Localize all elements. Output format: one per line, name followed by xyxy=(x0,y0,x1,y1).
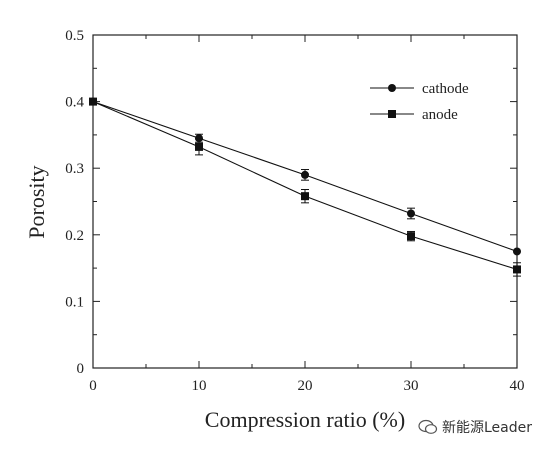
data-point-cathode xyxy=(301,170,309,179)
data-point-cathode xyxy=(195,134,203,143)
series-line-anode xyxy=(92,101,518,270)
legend-marker-anode xyxy=(388,110,396,118)
wechat-icon xyxy=(418,419,438,434)
y-tick-label: 0.5 xyxy=(65,28,84,44)
x-tick-label: 30 xyxy=(404,378,419,394)
x-axis-label: Compression ratio (%) xyxy=(205,407,405,432)
legend: cathode anode xyxy=(370,81,469,123)
data-point-anode xyxy=(195,142,203,151)
data-point-anode xyxy=(407,232,415,241)
x-tick-label: 10 xyxy=(192,378,207,394)
axis-ticks xyxy=(92,34,518,369)
legend-label-anode: anode xyxy=(422,107,458,123)
x-tick-label: 40 xyxy=(510,378,525,394)
data-point-anode xyxy=(89,97,97,106)
y-tick-label: 0 xyxy=(77,361,85,377)
x-tick-label: 0 xyxy=(89,378,97,394)
data-point-anode xyxy=(513,265,521,274)
x-tick-label: 20 xyxy=(298,378,313,394)
y-tick-label: 0.2 xyxy=(65,228,84,244)
series-cathode xyxy=(89,97,521,256)
y-axis-label: Porosity xyxy=(24,165,49,238)
y-tick-label: 0.1 xyxy=(65,294,84,310)
tick-labels: 0 10 20 30 40 0 0.1 0.2 0.3 0.4 0.5 xyxy=(65,28,524,394)
data-point-cathode xyxy=(407,209,415,218)
watermark: 新能源Leader xyxy=(418,417,532,437)
y-tick-label: 0.3 xyxy=(65,161,84,177)
data-point-anode xyxy=(301,192,309,201)
y-tick-label: 0.4 xyxy=(65,95,84,111)
legend-marker-cathode xyxy=(388,84,396,92)
legend-label-cathode: cathode xyxy=(422,81,469,97)
watermark-text: 新能源Leader xyxy=(442,420,533,436)
data-point-cathode xyxy=(513,247,521,256)
series-anode xyxy=(89,97,521,277)
series-layer xyxy=(89,97,521,277)
